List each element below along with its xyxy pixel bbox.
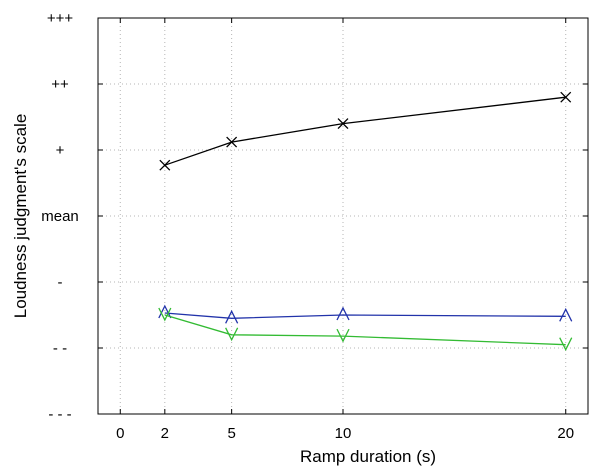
- data-point-triangle-down: [225, 327, 239, 342]
- data-point-x: [337, 118, 349, 130]
- axis-ticks: 0 2 5 10 20- - -- --mean++++++: [41, 10, 588, 442]
- y-tick-label: mean: [41, 208, 79, 225]
- x-tick-label: 20: [557, 425, 574, 442]
- data-point-triangle-down: [158, 307, 172, 322]
- data-point-triangle-up: [336, 306, 350, 321]
- y-tick-label: - -: [53, 340, 67, 357]
- data-point-triangle-up: [225, 309, 239, 324]
- data-point-triangle-down: [559, 337, 573, 352]
- data-point-x: [226, 136, 238, 148]
- series-0: [159, 91, 572, 171]
- x-tick-label: 2: [161, 425, 169, 442]
- series-line: [164, 314, 566, 346]
- series-line: [164, 312, 566, 319]
- data-point-triangle-down: [336, 328, 350, 343]
- y-tick-label: ++: [51, 76, 69, 93]
- x-tick-label: 0: [116, 425, 124, 442]
- y-axis-label: Loudness judgment's scale: [11, 114, 30, 319]
- y-tick-label: +++: [47, 10, 74, 27]
- x-axis-label: Ramp duration (s): [300, 447, 436, 466]
- y-tick-label: -: [58, 274, 63, 291]
- x-tick-label: 5: [227, 425, 235, 442]
- series-layer: [158, 91, 573, 352]
- y-tick-label: - - -: [48, 406, 71, 423]
- series-1: [158, 304, 573, 324]
- data-point-triangle-up: [158, 304, 172, 319]
- series-2: [158, 307, 573, 352]
- data-point-x: [560, 91, 572, 103]
- series-line: [164, 96, 566, 166]
- x-tick-label: 10: [335, 425, 352, 442]
- y-tick-label: +: [56, 142, 65, 159]
- grid-lines: [98, 17, 588, 415]
- data-point-x: [159, 159, 171, 171]
- data-point-triangle-up: [559, 307, 573, 322]
